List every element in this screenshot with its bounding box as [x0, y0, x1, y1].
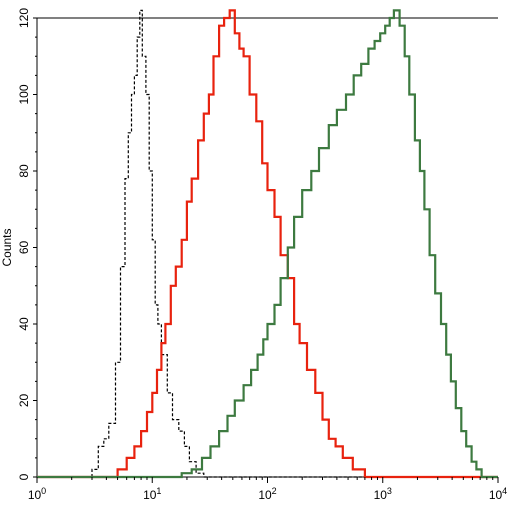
- series-line-3: [37, 9, 498, 479]
- x-tick-label-100: 102: [258, 486, 276, 502]
- series-line-2: [37, 9, 498, 479]
- x-tick-label-1: 100: [28, 486, 46, 502]
- x-tick-label-1000: 103: [374, 486, 392, 502]
- y-tick-label-40: 40: [17, 317, 31, 331]
- y-tick-label-20: 20: [17, 394, 31, 408]
- x-tick-label-10000: 104: [489, 486, 507, 502]
- y-tick-label-0: 0: [17, 473, 31, 480]
- x-tick-label-10: 101: [143, 486, 161, 502]
- axis-layer: 0 20 40 60 80 100 120 100 101 102 103 104: [17, 8, 507, 502]
- y-tick-label-100: 100: [17, 84, 31, 104]
- y-tick-label-60: 60: [17, 241, 31, 255]
- series-line-1: [37, 9, 498, 478]
- y-tick-label-80: 80: [17, 164, 31, 178]
- y-axis-title: Counts: [0, 228, 14, 266]
- series-layer: [37, 9, 498, 479]
- y-tick-label-120: 120: [17, 8, 31, 28]
